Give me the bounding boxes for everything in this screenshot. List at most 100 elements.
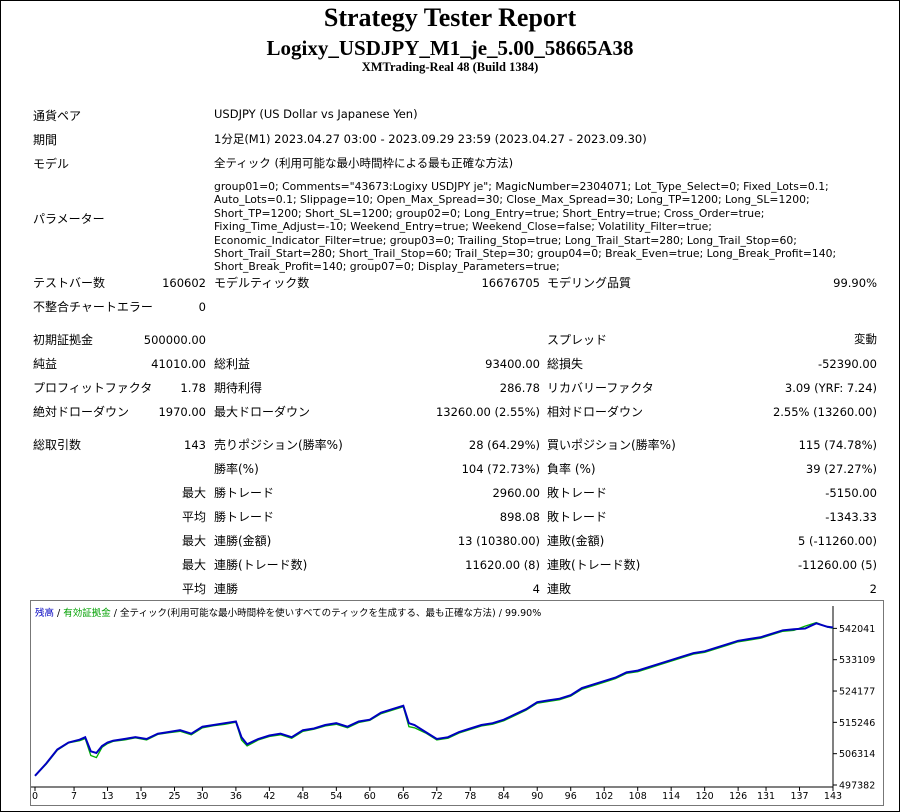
y-tick-label: 524177: [839, 687, 875, 698]
pf-label: プロフィットファクタ: [33, 381, 153, 395]
avg-win-value: 898.08: [499, 510, 540, 524]
pf-value: 1.78: [180, 381, 206, 395]
cons-win-cnt-label: 連勝(トレード数): [214, 558, 308, 572]
model-label: モデル: [33, 157, 70, 171]
x-tick-label: 102: [595, 791, 613, 802]
mismatch-value: 0: [198, 300, 206, 314]
cons-win-amt-value: 13 (10380.00): [457, 534, 540, 548]
short-label: 売りポジション(勝率%): [214, 438, 343, 452]
loss-trade-label: 敗トレード: [547, 486, 608, 500]
report-title: Strategy Tester Report: [323, 3, 577, 32]
rel-dd-value: 2.55% (13260.00): [772, 405, 877, 419]
spread-value: 変動: [854, 332, 877, 346]
y-tick-label: 497382: [839, 781, 875, 792]
equity-line: [34, 621, 834, 777]
net-value: 41010.00: [151, 357, 206, 371]
lose-label: 負率 (%): [547, 462, 596, 476]
win-label: 勝率(%): [214, 462, 259, 476]
balance-line: [34, 622, 834, 777]
x-tick-label: 108: [629, 791, 647, 802]
x-tick-label: 36: [230, 791, 242, 802]
legend-balance: 残高: [35, 608, 55, 619]
symbol-label: 通貨ペア: [33, 109, 82, 123]
short-value: 28 (64.29%): [468, 438, 540, 452]
x-tick-label: 66: [397, 791, 409, 802]
x-tick-label: 0: [32, 791, 38, 802]
x-tick-label: 131: [757, 791, 775, 802]
long-label: 買いポジション(勝率%): [547, 438, 676, 452]
avg-cons-win-label: 連勝: [214, 582, 239, 596]
period-label: 期間: [33, 133, 58, 147]
cons-loss-amt-value: 5 (-11260.00): [798, 534, 877, 548]
y-tick-label: 533109: [839, 655, 875, 666]
quality-value: 99.90%: [833, 276, 877, 290]
legend-quality: / 99.90%: [495, 608, 542, 619]
cons-win-amt-label: 連勝(金額): [214, 534, 272, 548]
x-tick-label: 143: [824, 791, 842, 802]
x-tick-label: 7: [71, 791, 77, 802]
long-value: 115 (74.78%): [798, 438, 877, 452]
payoff-value: 286.78: [499, 381, 540, 395]
avg-loss-trade-label: 敗トレード: [547, 510, 608, 524]
x-tick-label: 48: [297, 791, 309, 802]
legend-sep-2: /: [110, 608, 121, 619]
lose-value: 39 (27.27%): [805, 462, 877, 476]
x-tick-label: 114: [662, 791, 680, 802]
x-tick-label: 72: [431, 791, 443, 802]
y-tick-label: 542041: [839, 624, 875, 635]
bars-value: 160602: [162, 276, 206, 290]
x-tick-label: 19: [135, 791, 147, 802]
x-tick-label: 96: [565, 791, 577, 802]
max-word-2: 最大: [181, 534, 206, 548]
cons-loss-cnt-value: -11260.00 (5): [798, 558, 877, 572]
gross-profit-label: 総利益: [214, 357, 251, 371]
gross-loss-label: 総損失: [547, 357, 584, 371]
win-trade-label: 勝トレード: [214, 486, 275, 500]
x-tick-label: 120: [696, 791, 714, 802]
avg-word-2: 平均: [181, 582, 206, 596]
x-tick-label: 25: [168, 791, 180, 802]
model-value: 全ティック (利用可能な最小時間枠による最も正確な方法): [214, 156, 514, 170]
x-tick-label: 90: [531, 791, 543, 802]
x-tick-label: 54: [330, 791, 342, 802]
quality-label: モデリング品質: [547, 276, 632, 290]
avg-word: 平均: [181, 510, 206, 524]
x-tick-label: 30: [196, 791, 208, 802]
avg-loss-value: -1343.33: [825, 510, 877, 524]
gross-loss-value: -52390.00: [817, 357, 877, 371]
legend-sep: /: [54, 608, 64, 619]
cons-loss-amt-label: 連敗(金額): [547, 534, 605, 548]
bars-label: テストバー数: [33, 276, 106, 290]
ticks-label: モデルティック数: [214, 276, 310, 290]
x-tick-label: 13: [101, 791, 113, 802]
largest-win-value: 2960.00: [492, 486, 540, 500]
period-value: 1分足(M1) 2023.04.27 03:00 - 2023.09.29 23…: [214, 132, 647, 146]
cons-loss-cnt-label: 連敗(トレード数): [547, 558, 641, 572]
largest-loss-value: -5150.00: [825, 486, 877, 500]
ea-name: Logixy_USDJPY_M1_je_5.00_58665A38: [266, 36, 634, 60]
deposit-value: 500000.00: [143, 333, 206, 347]
mismatch-label: 不整合チャートエラー: [33, 300, 153, 314]
x-tick-label: 60: [364, 791, 376, 802]
max-dd-label: 最大ドローダウン: [214, 405, 311, 419]
server-name: XMTrading-Real 48 (Build 1384): [361, 60, 539, 74]
avg-cons-loss-value: 2: [869, 582, 877, 596]
win-value: 104 (72.73%): [461, 462, 540, 476]
trades-value: 143: [184, 438, 206, 452]
legend-model: 全ティック(利用可能な最小時間枠を使いすべてのティックを生成する、最も正確な方法…: [120, 608, 496, 619]
spread-label: スプレッド: [547, 333, 608, 347]
avg-win-trade-label: 勝トレード: [214, 510, 275, 524]
abs-dd-label: 絶対ドローダウン: [33, 405, 130, 419]
x-tick-label: 84: [498, 791, 510, 802]
balance-chart-frame: [30, 600, 884, 806]
deposit-label: 初期証拠金: [33, 333, 94, 347]
avg-cons-win-value: 4: [532, 582, 540, 596]
max-dd-value: 13260.00 (2.55%): [435, 405, 540, 419]
y-tick-label: 515246: [839, 718, 875, 729]
max-word: 最大: [181, 486, 206, 500]
params-value: group01=0; Comments="43673:Logixy USDJPY…: [214, 180, 837, 274]
abs-dd-value: 1970.00: [158, 405, 206, 419]
chart-legend: 残高 / 有効証拠金 / 全ティック(利用可能な最小時間枠を使いすべてのティック…: [35, 605, 541, 619]
max-word-3: 最大: [181, 558, 206, 572]
